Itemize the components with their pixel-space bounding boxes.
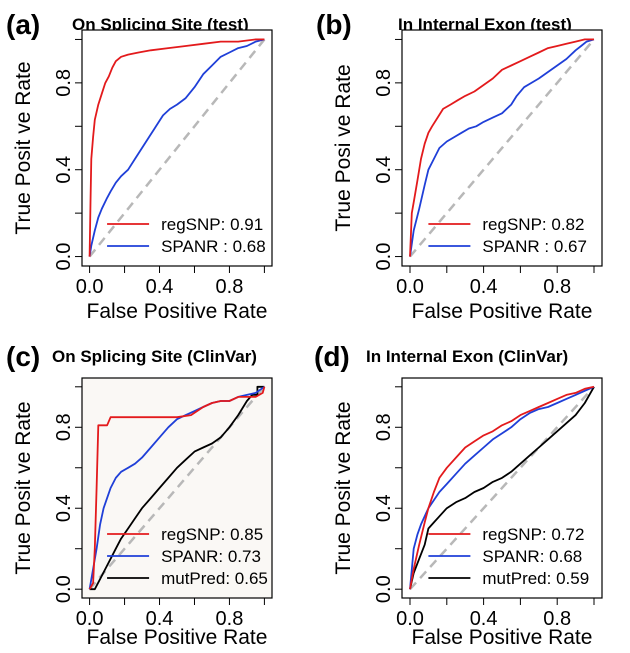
legend-series-name: mutPred [161,569,225,588]
chance-diagonal [409,38,595,258]
y-tick-label: 0.0 [53,575,75,603]
x-tick-label: 0.8 [216,608,244,630]
x-axis-label: False Positive Rate [87,626,268,649]
y-tick-label: 0.0 [373,575,395,603]
series-line-regsnp [88,386,266,590]
roc-panel-b: (b) In Internal Exon (test) 0.0 0.4 0.8 0.0 0.… [316,9,603,323]
legend-separator: : [547,569,556,588]
x-tick-label: 0.0 [76,276,104,298]
x-axis-label: False Positive Rate [412,626,593,649]
roc-panel-d: (d) In Internal Exon (ClinVar) 0.0 0.4 0.8 0.… [314,341,603,649]
legend-entry-spanr: SPANR : 0.68 [161,237,266,256]
y-axis-label: True Posi ve Rate [332,64,355,231]
series-line-mutpred [89,385,265,591]
x-axis-label: False Positive Rate [412,300,593,323]
legend-series-name: regSNP [161,525,221,544]
y-tick-label: 0.8 [53,69,75,97]
legend-series-name: SPANR [482,237,539,256]
x-tick-label: 0.4 [470,276,498,298]
legend-separator: : [221,215,230,234]
roc-panel-a: (a) On Splicing Site (test) 0.0 0.4 0.8 0.0 0.… [6,9,273,323]
series-line-mutpred [409,386,595,590]
y-tick-label: 0.8 [53,413,75,441]
x-axis-label: False Positive Rate [87,300,268,323]
legend-entry-spanr: SPANR : 0.67 [482,237,587,256]
chance-diagonal [88,38,266,258]
y-tick-label: 0.8 [373,413,395,441]
legend-series-name: regSNP [161,215,221,234]
panel-label: (a) [6,9,40,40]
panel-title: In Internal Exon (test) [398,15,572,34]
y-axis-label: True Posit ve Rate [12,61,35,234]
x-tick-label: 0.8 [216,276,244,298]
y-tick-label: 0.4 [373,494,395,522]
y-tick-label: 0.4 [53,156,75,184]
legend-entry-regsnp: regSNP: 0.72 [482,525,584,544]
panel-label: (c) [6,341,40,372]
legend-separator: : [542,215,551,234]
series-line-regsnp [409,38,594,257]
panel-title: On Splicing Site (ClinVar) [52,347,257,366]
legend-separator: : [540,237,554,256]
legend-auc-value: 0.68 [233,237,266,256]
legend-entry-mutpred: mutPred: 0.65 [161,569,268,588]
legend-separator: : [225,569,234,588]
legend-auc-value: 0.59 [556,569,589,588]
legend-auc-value: 0.73 [228,547,261,566]
series-line-regsnp [88,38,265,257]
x-tick-label: 0.4 [470,608,498,630]
legend-separator: : [221,525,230,544]
series-line-spanr [88,38,265,257]
panel-title: On Splicing Site (test) [72,15,249,34]
legend-separator: : [218,547,227,566]
y-axis-label: True Posit ve Rate [332,401,355,574]
legend-auc-value: 0.91 [230,215,263,234]
legend-series-name: SPANR [482,547,539,566]
x-tick-label: 0.4 [146,276,174,298]
series-line-regsnp [409,385,595,590]
legend-separator: : [542,525,551,544]
series-line-spanr [409,38,595,257]
x-tick-label: 0.8 [543,608,571,630]
y-tick-label: 0.0 [373,243,395,271]
legend-series-name: SPANR [161,547,218,566]
legend-series-name: mutPred [482,569,546,588]
legend-entry-regsnp: regSNP: 0.91 [161,215,263,234]
legend-entry-regsnp: regSNP: 0.82 [482,215,584,234]
roc-panel-c: (c) On Splicing Site (ClinVar) 0.0 0.4 0.8 0.… [6,341,273,649]
panel-label: (d) [314,341,350,372]
legend-entry-spanr: SPANR: 0.73 [161,547,261,566]
series-line-spanr [409,385,595,590]
y-tick-label: 0.4 [53,494,75,522]
legend-entry-regsnp: regSNP: 0.85 [161,525,263,544]
x-tick-label: 0.4 [146,608,174,630]
legend-series-name: regSNP [482,215,542,234]
y-tick-label: 0.8 [373,69,395,97]
legend-separator: : [218,237,232,256]
panel-label: (b) [316,9,352,40]
legend-entry-spanr: SPANR: 0.68 [482,547,582,566]
legend-auc-value: 0.85 [230,525,263,544]
legend-auc-value: 0.72 [551,525,584,544]
legend-entry-mutpred: mutPred: 0.59 [482,569,589,588]
legend-series-name: SPANR [161,237,218,256]
y-tick-label: 0.4 [373,156,395,184]
legend-separator: : [540,547,549,566]
x-tick-label: 0.0 [76,608,104,630]
legend-auc-value: 0.82 [551,215,584,234]
panel-title: In Internal Exon (ClinVar) [366,347,568,366]
legend-series-name: regSNP [482,525,542,544]
x-tick-label: 0.0 [396,276,424,298]
y-tick-label: 0.0 [53,243,75,271]
legend-auc-value: 0.67 [554,237,587,256]
x-tick-label: 0.0 [396,608,424,630]
y-axis-label: True Posit ve Rate [12,401,35,574]
legend-auc-value: 0.68 [549,547,582,566]
x-tick-label: 0.8 [543,276,571,298]
legend-auc-value: 0.65 [235,569,268,588]
